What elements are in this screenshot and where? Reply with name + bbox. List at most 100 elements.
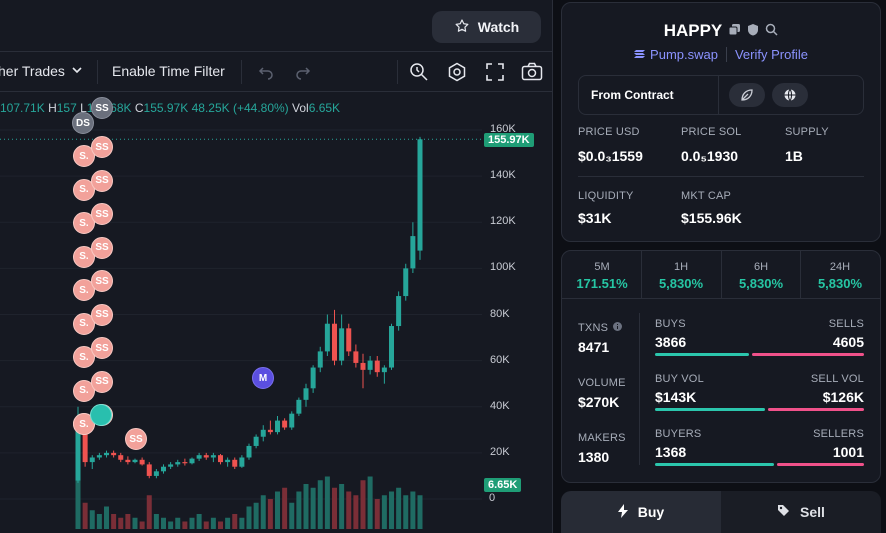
- volume-bar: [310, 487, 316, 529]
- token-header: HAPPY: [562, 21, 880, 41]
- camera-icon[interactable]: [521, 61, 543, 83]
- dev-sell-marker[interactable]: SS: [125, 428, 147, 450]
- timeframe-divider: [641, 251, 642, 299]
- watch-button[interactable]: Watch: [432, 11, 541, 43]
- timeframe-5m[interactable]: 5M 171.51%: [562, 251, 642, 299]
- trades-filter-label: her Trades: [0, 63, 65, 79]
- timeframe-6h[interactable]: 6H 5,830%: [721, 251, 801, 299]
- buy-tab[interactable]: Buy: [561, 491, 721, 533]
- price-chart[interactable]: [0, 92, 553, 533]
- undo-icon[interactable]: [255, 61, 277, 83]
- activity-divider: [639, 313, 640, 465]
- txns-label: TXNS: [578, 322, 609, 334]
- sell-tab[interactable]: Sell: [721, 491, 881, 533]
- ohlc-vol-key: Vol: [292, 101, 309, 115]
- time-filter-button[interactable]: Enable Time Filter: [112, 63, 225, 79]
- ohlc-high: 157: [56, 101, 77, 115]
- dev-sell-marker[interactable]: S.: [73, 145, 95, 167]
- redo-icon[interactable]: [292, 61, 314, 83]
- mkt-cap-value: $155.96K: [681, 210, 742, 226]
- sell-tab-label: Sell: [800, 504, 825, 520]
- price-axis-tick: 100K: [490, 261, 516, 274]
- volume-bar: [260, 495, 266, 529]
- dev-sell-marker[interactable]: S.: [73, 346, 95, 368]
- dev-sell-marker[interactable]: SS: [91, 236, 113, 259]
- sellers-label: SELLERS: [813, 428, 864, 440]
- verify-profile-link[interactable]: Verify Profile: [725, 47, 808, 62]
- candle-body: [153, 471, 159, 476]
- candle-body: [396, 296, 402, 327]
- volume-label: VOLUME: [578, 377, 626, 389]
- sellers-value: 1001: [832, 444, 864, 460]
- dev-sell-marker[interactable]: SS: [91, 270, 113, 292]
- candle-body: [203, 455, 209, 458]
- trades-filter-dropdown[interactable]: her Trades: [0, 63, 83, 79]
- dev-sell-marker[interactable]: SS: [91, 337, 113, 359]
- price-usd-label: PRICE USD: [578, 126, 640, 138]
- candle-body: [196, 455, 202, 459]
- volume-bar: [182, 521, 188, 529]
- search-icon[interactable]: [765, 21, 778, 41]
- volume-bar: [303, 484, 309, 529]
- volume-bar: [367, 476, 373, 529]
- price-sol-label: PRICE SOL: [681, 126, 742, 138]
- candle-body: [346, 328, 352, 352]
- price-axis-tick: 80K: [490, 307, 510, 320]
- fullscreen-icon[interactable]: [484, 61, 506, 83]
- dev-sell-marker[interactable]: S.: [73, 212, 95, 234]
- copy-icon[interactable]: [728, 21, 741, 41]
- leaf-icon[interactable]: [729, 83, 765, 107]
- volume-bar: [410, 491, 416, 529]
- dev-sell-marker[interactable]: SS: [91, 136, 113, 158]
- contract-row: From Contract: [578, 75, 864, 115]
- dev-sell-marker[interactable]: SS: [91, 370, 113, 393]
- volume-bar: [317, 480, 323, 529]
- timeframe-change: 5,830%: [738, 276, 784, 291]
- volume-bar: [82, 502, 88, 529]
- tag-icon: [777, 504, 790, 520]
- candle-body: [332, 323, 337, 361]
- buy-vol-value: $143K: [655, 389, 697, 405]
- candle-body: [132, 459, 138, 463]
- zoom-time-icon[interactable]: [408, 61, 430, 83]
- supply-label: SUPPLY: [785, 126, 829, 138]
- ohlc-low-key: L: [80, 101, 87, 115]
- volume-bar: [139, 521, 145, 529]
- volume-bar: [417, 495, 423, 529]
- candle-body: [239, 457, 245, 467]
- toolbar-divider: [97, 60, 98, 84]
- ohlc-high-key: H: [48, 101, 57, 115]
- ohlc-change: 48.25K (+44.80%): [191, 101, 289, 115]
- dev-sell-marker[interactable]: SS: [91, 169, 113, 192]
- shield-icon[interactable]: [747, 21, 759, 41]
- volume-bar: [125, 514, 131, 529]
- volume-bar: [75, 457, 81, 529]
- volume-bar: [339, 484, 345, 529]
- ohlc-close: 155.97K: [143, 101, 189, 115]
- settings-hex-icon[interactable]: [446, 61, 468, 83]
- price-usd-value: $0.0₃1559: [578, 148, 643, 164]
- dev-sell-marker[interactable]: SS: [91, 203, 113, 225]
- dev-sell-marker[interactable]: SS: [91, 303, 113, 326]
- info-icon[interactable]: [613, 322, 623, 334]
- volume-bar: [296, 491, 302, 529]
- source-link[interactable]: Pump.swap: [634, 47, 718, 62]
- dev-buy-marker[interactable]: SS: [91, 97, 113, 119]
- timeframe-1h[interactable]: 1H 5,830%: [641, 251, 721, 299]
- timeframe-24h[interactable]: 24H 5,830%: [800, 251, 880, 299]
- price-axis-tick: 60K: [490, 353, 510, 366]
- candle-body: [232, 459, 238, 467]
- volume-bar: [203, 521, 209, 529]
- candle-body: [96, 455, 102, 458]
- dev-buy-marker[interactable]: DS: [72, 112, 94, 134]
- dev-sell-marker[interactable]: S.: [73, 279, 95, 301]
- buys-value: 3866: [655, 334, 687, 350]
- solana-icon: [634, 47, 646, 62]
- globe-icon[interactable]: [772, 83, 808, 107]
- migration-marker[interactable]: M: [252, 367, 274, 389]
- volume-bar: [332, 487, 337, 529]
- candle-body: [182, 462, 188, 464]
- bot-marker[interactable]: [90, 404, 112, 426]
- candle-body: [168, 464, 174, 467]
